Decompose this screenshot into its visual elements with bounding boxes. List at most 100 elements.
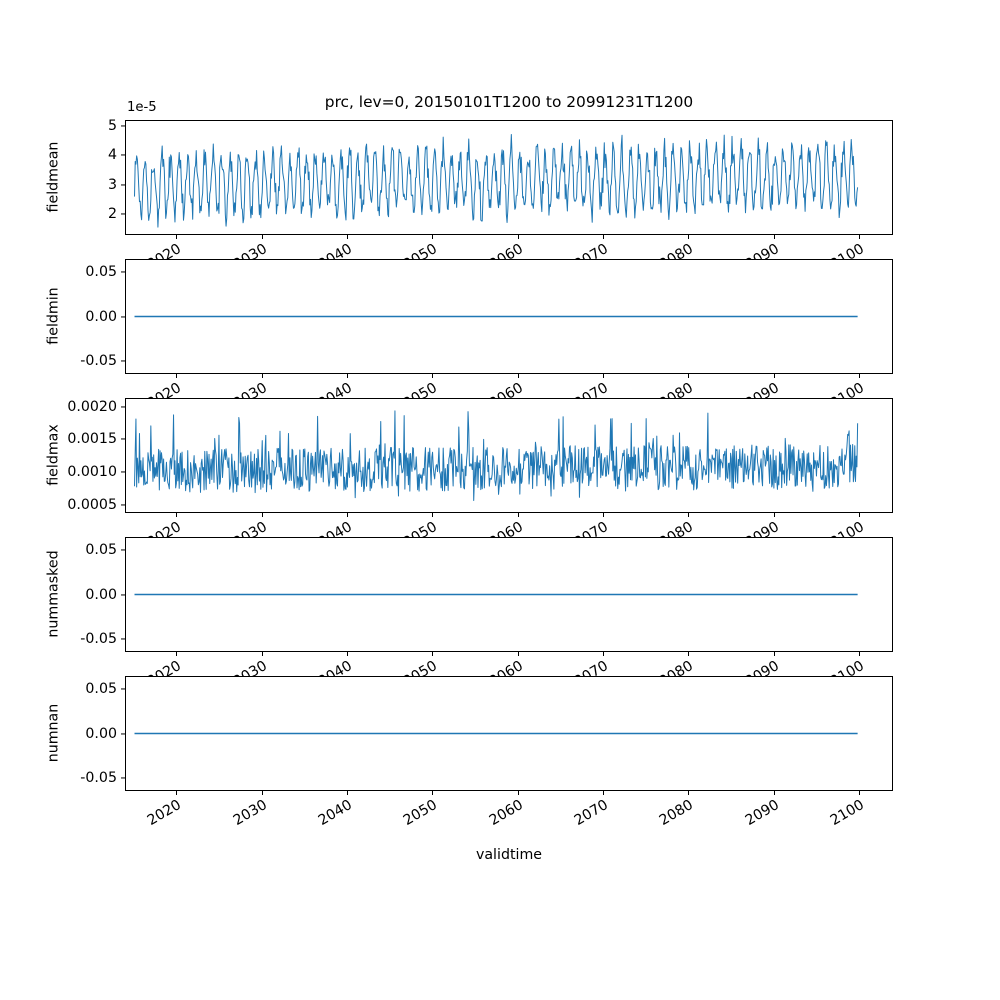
y-axis-label-numnan: numnan [45,703,61,762]
ytick-label-fieldmax-3: 0.0020 [67,398,117,415]
ytick-label-fieldmin-0: -0.05 [80,352,117,369]
xtick-label-fieldmax-6: 2080 [656,519,697,537]
xtick-label-numnan-4: 2060 [486,797,526,829]
xtick-label-nummasked-4: 2060 [486,658,526,676]
xtick-mark-fieldmean-5 [602,235,604,240]
xtick-mark-nummasked-2 [346,652,348,657]
xtick-label-numnan-6: 2080 [656,797,697,829]
xtick-mark-nummasked-8 [858,652,860,657]
xtick-mark-fieldmin-1 [261,374,263,379]
xtick-mark-fieldmax-5 [602,513,604,518]
xtick-label-nummasked-5: 2070 [571,658,611,676]
ytick-label-numnan-1: 0.00 [85,725,117,742]
xtick-label-fieldmin-8: 2100 [827,380,867,398]
xtick-label-nummasked-1: 2030 [230,658,270,676]
ytick-label-fieldmean-1: 3 [107,176,117,193]
xtick-mark-fieldmin-0 [176,374,178,379]
xtick-label-nummasked-0: 2020 [144,658,185,676]
xtick-label-layer-fieldmax: 2020 2030 2040 2050 2060 2070 2080 2090 2100 [125,517,893,537]
ytick-mark-fieldmean-3 [120,125,125,127]
xtick-label-fieldmean-1: 2030 [230,241,270,259]
ytick-mark-nummasked-1 [120,593,125,596]
xtick-label-fieldmin-4: 2060 [486,380,526,398]
ytick-mark-fieldmean-0 [120,213,125,215]
data-line-nummasked [126,538,892,651]
xtick-mark-numnan-3 [432,791,434,796]
xtick-label-fieldmin-7: 2090 [742,380,782,398]
xtick-mark-fieldmin-3 [432,374,434,379]
ytick-mark-fieldmax-3 [120,405,125,408]
xtick-mark-nummasked-5 [602,652,604,657]
xtick-mark-fieldmax-3 [432,513,434,518]
ytick-label-fieldmean-2: 4 [107,147,117,164]
xtick-label-fieldmin-3: 2050 [400,380,441,398]
xtick-label-fieldmax-0: 2020 [144,519,185,537]
ytick-label-fieldmax-2: 0.0015 [67,431,117,448]
xtick-label-numnan-2: 2040 [315,797,355,829]
xtick-label-numnan-7: 2090 [742,797,782,829]
ytick-label-fieldmean-3: 5 [107,117,117,134]
ytick-label-nummasked-2: 0.05 [85,542,117,559]
xtick-mark-fieldmax-1 [261,513,263,518]
xtick-label-fieldmin-6: 2080 [656,380,697,398]
xtick-mark-nummasked-1 [261,652,263,657]
xtick-mark-nummasked-6 [688,652,690,657]
xtick-label-fieldmax-4: 2060 [486,519,526,537]
x-axis-label: validtime [475,847,543,863]
axes-frame-fieldmax [125,398,893,513]
axes-frame-fieldmean [125,120,893,235]
xtick-label-fieldmean-0: 2020 [144,241,185,259]
xtick-label-fieldmax-8: 2100 [827,519,867,537]
xtick-mark-fieldmean-4 [517,235,519,240]
y-offset-text-fieldmean: 1e-5 [127,100,157,115]
xtick-label-numnan-0: 2020 [144,797,185,829]
xtick-mark-numnan-5 [602,791,604,796]
data-line-fieldmax [126,399,892,512]
xtick-mark-fieldmin-4 [517,374,519,379]
xtick-label-nummasked-3: 2050 [400,658,441,676]
xtick-mark-numnan-4 [517,791,519,796]
xtick-label-nummasked-6: 2080 [656,658,697,676]
xtick-label-fieldmean-5: 2070 [571,241,611,259]
xtick-mark-fieldmin-6 [688,374,690,379]
ytick-mark-nummasked-0 [120,638,125,640]
xtick-label-fieldmean-6: 2080 [656,241,697,259]
xtick-mark-fieldmean-6 [688,235,690,240]
xtick-mark-numnan-2 [346,791,348,796]
xtick-mark-fieldmin-2 [346,374,348,379]
xtick-mark-fieldmean-7 [773,235,775,240]
xtick-label-fieldmin-5: 2070 [571,380,611,398]
ytick-label-fieldmax-1: 0.0010 [67,464,117,481]
ytick-label-fieldmin-2: 0.05 [85,264,117,281]
ytick-mark-numnan-2 [120,688,125,690]
xtick-label-fieldmin-0: 2020 [144,380,185,398]
xtick-mark-nummasked-4 [517,652,519,657]
ytick-mark-fieldmax-1 [120,471,125,473]
xtick-mark-numnan-6 [688,791,690,796]
xtick-label-layer-nummasked: 2020 2030 2040 2050 2060 2070 2080 2090 2100 [125,656,893,676]
ytick-mark-numnan-0 [120,777,125,779]
ytick-label-numnan-0: -0.05 [80,769,117,786]
ytick-label-fieldmax-0: 0.0005 [67,497,117,514]
xtick-label-numnan-1: 2030 [230,797,270,829]
xtick-mark-fieldmean-2 [346,235,348,240]
xtick-label-fieldmean-8: 2100 [827,241,867,259]
ytick-mark-numnan-1 [120,732,125,735]
axes-frame-fieldmin [125,259,893,374]
xtick-mark-fieldmin-7 [773,374,775,379]
xtick-mark-fieldmax-2 [346,513,348,518]
xtick-label-fieldmin-2: 2040 [315,380,355,398]
ytick-mark-fieldmean-1 [120,184,125,186]
xtick-mark-nummasked-3 [432,652,434,657]
xtick-label-nummasked-2: 2040 [315,658,355,676]
figure-title: prc, lev=0, 20150101T1200 to 20991231T12… [324,93,694,111]
ytick-mark-fieldmin-0 [120,360,125,362]
xtick-label-fieldmax-2: 2040 [315,519,355,537]
xtick-mark-numnan-8 [858,791,860,796]
ytick-mark-nummasked-2 [120,549,125,551]
xtick-label-layer-fieldmin: 2020 2030 2040 2050 2060 2070 2080 2090 2100 [125,378,893,398]
xtick-mark-nummasked-7 [773,652,775,657]
xtick-label-fieldmax-1: 2030 [230,519,270,537]
xtick-mark-fieldmax-4 [517,513,519,518]
xtick-mark-numnan-1 [261,791,263,796]
